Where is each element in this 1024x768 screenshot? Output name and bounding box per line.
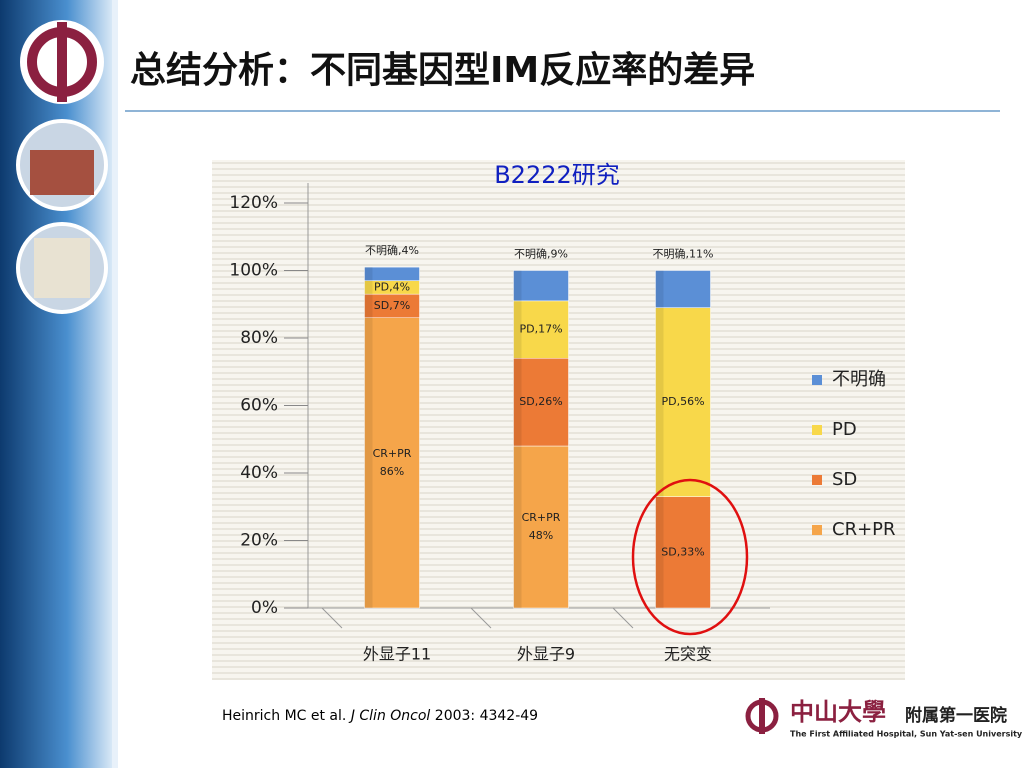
y-tick-label: 40% (240, 463, 278, 483)
bar-segment (513, 300, 569, 359)
legend-label: CR+PR (832, 519, 896, 540)
legend-swatch (812, 425, 822, 435)
bar-segment (364, 317, 420, 609)
bar-segment (655, 307, 711, 497)
x-tick-label: 外显子11 (363, 645, 431, 664)
bar-segment-side (364, 317, 373, 608)
bar-segment-side (655, 307, 664, 497)
bar-segment-side (513, 358, 522, 446)
bar-segment (513, 270, 569, 302)
data-label: 86% (380, 465, 404, 478)
data-label: 不明确,9% (514, 248, 568, 261)
data-label: SD,33% (661, 545, 704, 558)
data-label: SD,7% (374, 299, 410, 312)
legend-swatch (812, 525, 822, 535)
legend-label: PD (832, 419, 857, 440)
citation-authors: Heinrich MC et al. (222, 708, 346, 724)
data-label: CR+PR (373, 447, 412, 460)
sidebar-edge (112, 0, 118, 768)
y-tick-label: 120% (229, 193, 278, 213)
y-tick-label: 0% (251, 598, 278, 618)
x-tick-label: 外显子9 (517, 645, 575, 664)
x-tick (321, 607, 343, 629)
photo-detail (30, 150, 94, 195)
data-label: PD,4% (374, 280, 410, 293)
citation-detail: 2003: 4342-49 (435, 708, 538, 724)
logo-bar (57, 22, 67, 102)
data-label: 不明确,11% (653, 248, 714, 261)
bar-segment-side (513, 270, 522, 301)
data-label: PD,56% (661, 395, 704, 408)
y-tick-label: 20% (240, 531, 278, 551)
chart-subtitle: B2222研究 (494, 161, 620, 189)
bar-segment (513, 358, 569, 447)
logo-name: 中山大學 (790, 698, 886, 726)
logo-unit: 附属第一医院 (905, 705, 1007, 726)
bar-segment-side (513, 446, 522, 608)
data-label: SD,26% (519, 395, 562, 408)
logo-english: The First Affiliated Hospital, Sun Yat-s… (790, 730, 1023, 739)
bar-segment-side (655, 496, 664, 608)
x-tick (612, 607, 634, 629)
citation: Heinrich MC et al. J Clin Oncol 2003: 43… (222, 708, 538, 724)
sidebar (0, 0, 112, 768)
legend-label: SD (832, 469, 857, 490)
slide-title: 总结分析：不同基因型IM反应率的差异 (130, 50, 755, 91)
data-label: 不明确,4% (365, 244, 419, 257)
footer-logo-bar (759, 698, 765, 734)
y-tick-label: 80% (240, 328, 278, 348)
legend-swatch (812, 475, 822, 485)
data-label: PD,17% (519, 323, 562, 336)
bar-segment-side (364, 294, 373, 318)
bar-segment-side (655, 270, 664, 308)
bar-segment-side (364, 267, 373, 281)
y-tick-label: 100% (229, 261, 278, 281)
legend-swatch (812, 375, 822, 385)
highlight-circle (631, 478, 749, 636)
bar-segment (655, 496, 711, 609)
legend-label: 不明确 (832, 369, 886, 390)
x-tick-label: 无突变 (664, 645, 712, 664)
data-label: CR+PR (522, 511, 561, 524)
bar-segment-side (364, 280, 373, 295)
bar-segment (364, 266, 420, 281)
data-label: 48% (529, 529, 553, 542)
bar-segment-side (513, 300, 522, 359)
x-tick (470, 607, 492, 629)
bar-segment (655, 270, 711, 308)
y-tick-label: 60% (240, 396, 278, 416)
photo-detail (34, 238, 90, 298)
citation-journal: J Clin Oncol (348, 708, 431, 724)
bar-segment (513, 445, 569, 609)
